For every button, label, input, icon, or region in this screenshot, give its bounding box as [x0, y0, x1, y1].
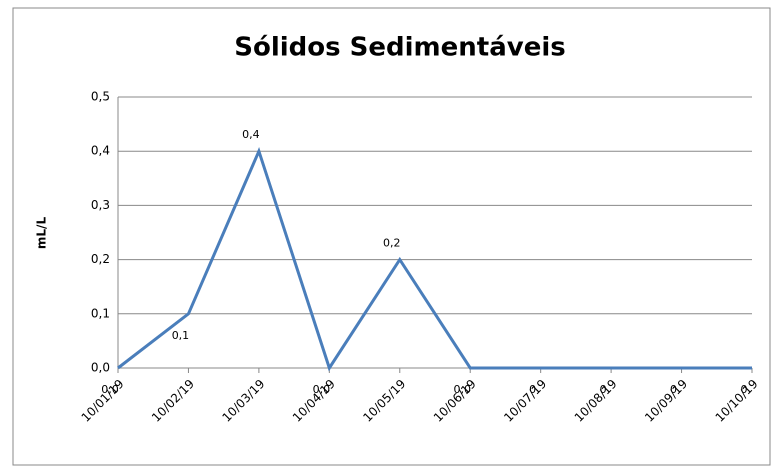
data-label: 0	[670, 383, 677, 396]
y-axis-label: mL/L	[35, 217, 49, 250]
data-label: 0	[529, 383, 536, 396]
data-label: 0,0	[313, 383, 331, 396]
data-line	[117, 146, 752, 372]
data-label: 0	[741, 383, 748, 396]
y-tick-label: 0,1	[91, 306, 110, 320]
data-label: 0,4	[242, 128, 260, 141]
data-label: 0,0	[453, 383, 471, 396]
y-tick-label: 0,5	[91, 90, 110, 104]
chart-border	[12, 7, 771, 466]
y-tick-label: 0,3	[91, 198, 110, 212]
y-tick-label: 0,2	[91, 252, 110, 266]
chart-title: Sólidos Sedimentáveis	[234, 33, 565, 63]
data-label: 0,0	[101, 383, 119, 396]
data-label: 0,1	[172, 329, 190, 342]
data-label: 0,2	[383, 237, 401, 250]
y-tick-label: 0,4	[91, 144, 110, 158]
y-tick-label: 0,0	[91, 361, 110, 375]
data-label: 0	[600, 383, 607, 396]
